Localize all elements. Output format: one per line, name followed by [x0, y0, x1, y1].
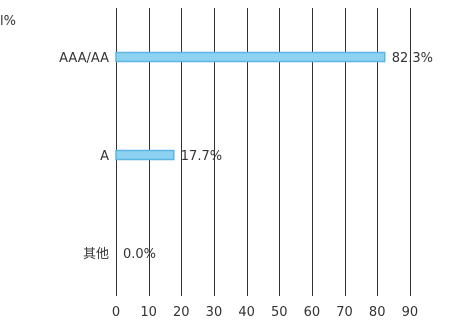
data-label-2: 0.0%: [123, 247, 156, 262]
bar-1: [115, 149, 175, 161]
x-tick-label-80: 80: [369, 305, 386, 320]
category-label-0: AAA/AA: [59, 51, 109, 66]
x-tick-label-30: 30: [206, 305, 223, 320]
x-tick-label-0: 0: [112, 305, 120, 320]
category-label-1: A: [100, 149, 109, 164]
x-tick-label-90: 90: [402, 305, 419, 320]
x-tick-label-10: 10: [140, 305, 157, 320]
data-label-0: 82.3%: [392, 51, 433, 66]
unit-label: l%: [0, 14, 16, 29]
x-tick-label-20: 20: [173, 305, 190, 320]
bar-layer: [115, 51, 386, 161]
x-tick-label-40: 40: [238, 305, 255, 320]
category-label-2: 其他: [83, 247, 109, 262]
label-layer: 0 10 20 30 40 50 60 70 80 90 AAA/AA 82.3% A 17.7% 其他 0.…: [59, 51, 433, 320]
data-label-1: 17.7%: [181, 149, 222, 164]
bar-0: [115, 51, 386, 63]
x-tick-label-60: 60: [304, 305, 321, 320]
x-tick-label-50: 50: [271, 305, 288, 320]
x-tick-label-70: 70: [336, 305, 353, 320]
